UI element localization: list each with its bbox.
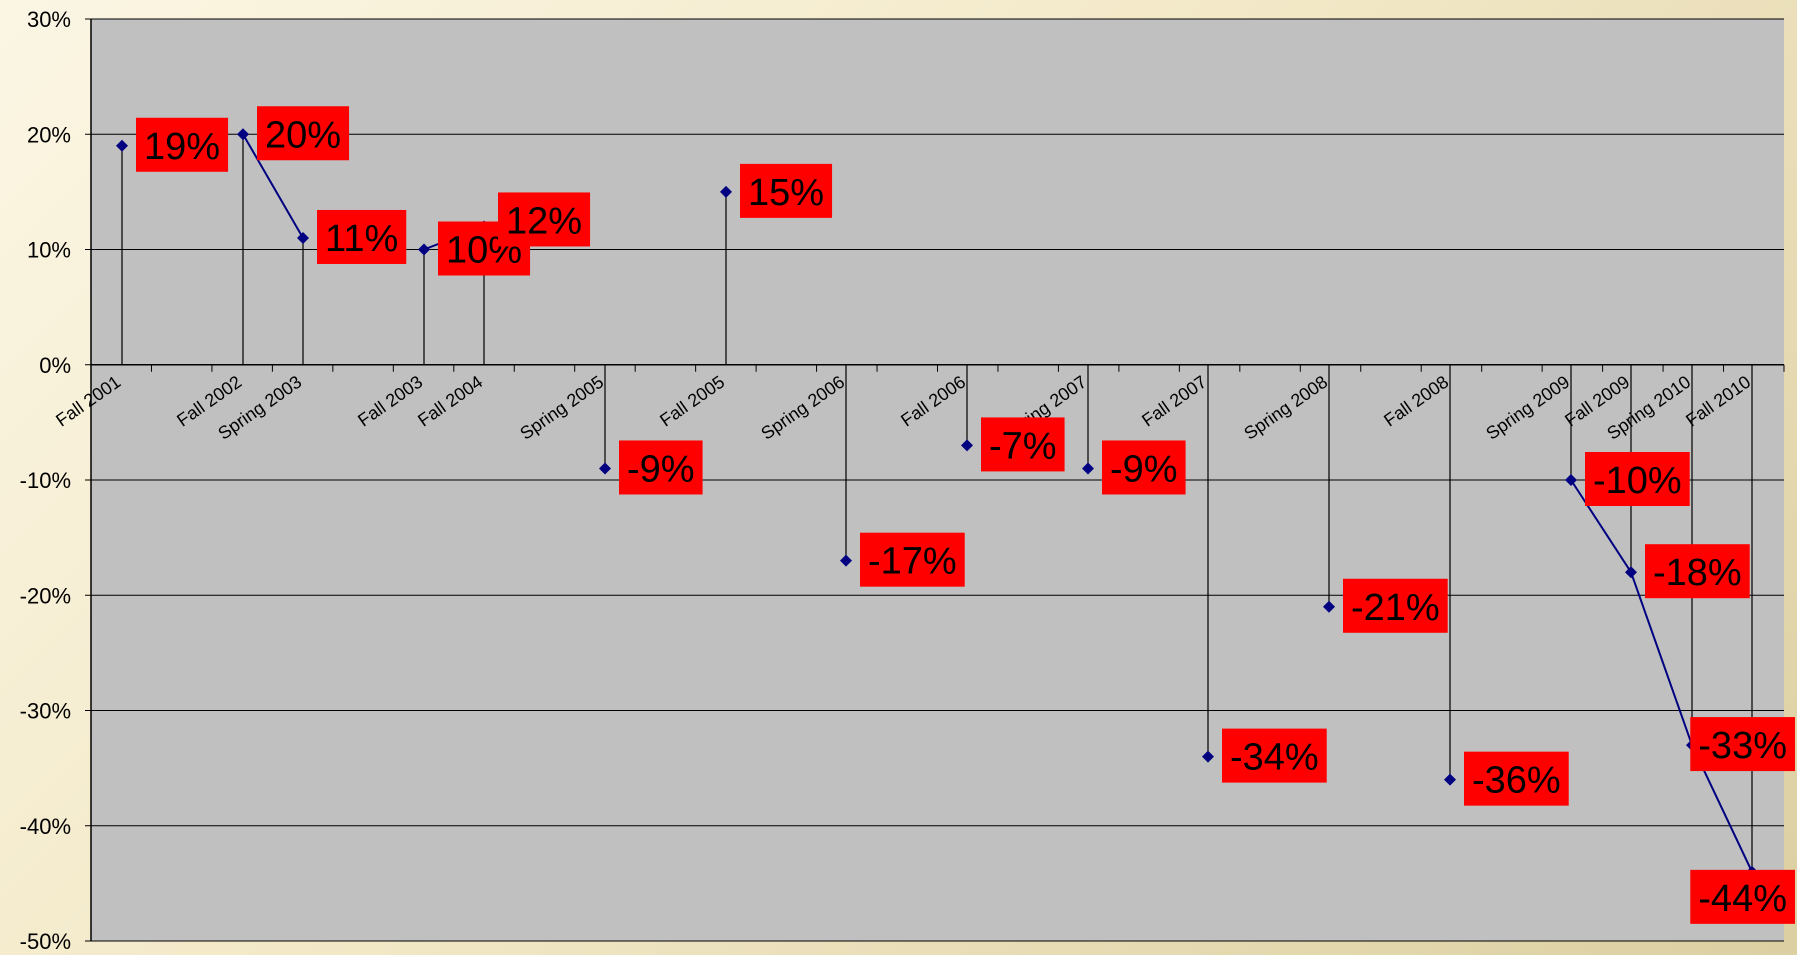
- data-label-box: [1343, 578, 1448, 633]
- data-point: [599, 462, 611, 475]
- data-point: [840, 554, 852, 567]
- data-label-box: [498, 192, 591, 247]
- data-point: [1082, 462, 1094, 475]
- data-point: [237, 128, 249, 141]
- data-label: -33%: [1690, 717, 1795, 772]
- data-label-text: -34%: [1230, 737, 1319, 779]
- data-label: -9%: [619, 440, 703, 495]
- data-label: -17%: [860, 532, 965, 587]
- data-point: [297, 231, 309, 244]
- data-label: -9%: [1102, 440, 1186, 495]
- data-label: 11%: [317, 209, 407, 264]
- data-label-text: -44%: [1698, 878, 1787, 920]
- data-label-text: 11%: [325, 218, 398, 260]
- data-point: [116, 139, 128, 152]
- series-segment: [242, 133, 304, 239]
- data-label-box: [1690, 717, 1795, 772]
- data-label: -7%: [981, 417, 1065, 472]
- data-label-text: -17%: [868, 541, 957, 583]
- y-tick-label: -20%: [20, 583, 71, 608]
- data-point: [1202, 750, 1214, 763]
- data-label-box: [1690, 869, 1795, 924]
- data-label-box: [1585, 452, 1690, 506]
- data-label-box: [981, 417, 1065, 472]
- y-tick-label: -30%: [20, 699, 71, 724]
- data-point: [1565, 474, 1577, 486]
- data-label: -36%: [1464, 751, 1569, 806]
- data-label: -18%: [1645, 544, 1750, 599]
- data-point: [418, 243, 430, 256]
- data-point: [720, 185, 732, 198]
- data-label-box: [1464, 751, 1569, 806]
- data-label: -21%: [1343, 578, 1448, 633]
- data-label-box: [1102, 440, 1186, 495]
- data-label-text: 20%: [265, 114, 341, 156]
- series-segment: [1630, 571, 1693, 746]
- data-point: [1444, 773, 1456, 786]
- data-label-text: -9%: [627, 448, 695, 490]
- data-label-box: [257, 106, 350, 161]
- data-label-text: -33%: [1698, 725, 1787, 767]
- data-label-text: -9%: [1110, 448, 1178, 490]
- data-label-text: 12%: [506, 200, 582, 242]
- y-tick-label: -40%: [20, 814, 71, 839]
- y-tick-label: -50%: [20, 929, 71, 954]
- data-label: 19%: [136, 117, 229, 172]
- data-label-text: -10%: [1593, 460, 1682, 502]
- data-label-text: -21%: [1351, 587, 1440, 629]
- data-label: -44%: [1690, 869, 1795, 924]
- y-axis: -50% -40% -30% -20% -10% 0% 10% 20% 30%: [20, 7, 92, 954]
- data-label: 12%: [498, 192, 591, 247]
- y-tick-label: -10%: [20, 468, 71, 493]
- data-point: [1625, 566, 1637, 579]
- data-label-text: -18%: [1653, 552, 1742, 594]
- data-label-box: [860, 532, 965, 587]
- data-label-box: [1222, 728, 1327, 783]
- data-label-box: [136, 117, 229, 172]
- data-label-text: -7%: [989, 425, 1057, 467]
- y-tick-label: 20%: [27, 122, 71, 147]
- series-segment: [1570, 479, 1632, 573]
- data-point: [1323, 600, 1335, 613]
- data-label-box: [1645, 544, 1750, 599]
- data-label-box: [317, 209, 407, 264]
- y-tick-label: 10%: [27, 238, 71, 263]
- y-tick-label: 0%: [39, 353, 71, 378]
- data-label: 20%: [257, 106, 350, 161]
- data-labels: 19% 20%11% 10%12%-9%15%-17%-7%-9%-34%-21%-…: [136, 106, 1795, 924]
- y-tick-label: 30%: [27, 7, 71, 32]
- data-label-box: [619, 440, 703, 495]
- data-label: 15%: [740, 163, 833, 218]
- data-label-text: -36%: [1472, 760, 1561, 802]
- data-label-text: 19%: [144, 126, 220, 168]
- data-label-text: 15%: [748, 172, 824, 214]
- data-label: -34%: [1222, 728, 1327, 783]
- data-point: [961, 439, 973, 452]
- data-label: -10%: [1585, 452, 1690, 506]
- data-label-box: [740, 163, 833, 218]
